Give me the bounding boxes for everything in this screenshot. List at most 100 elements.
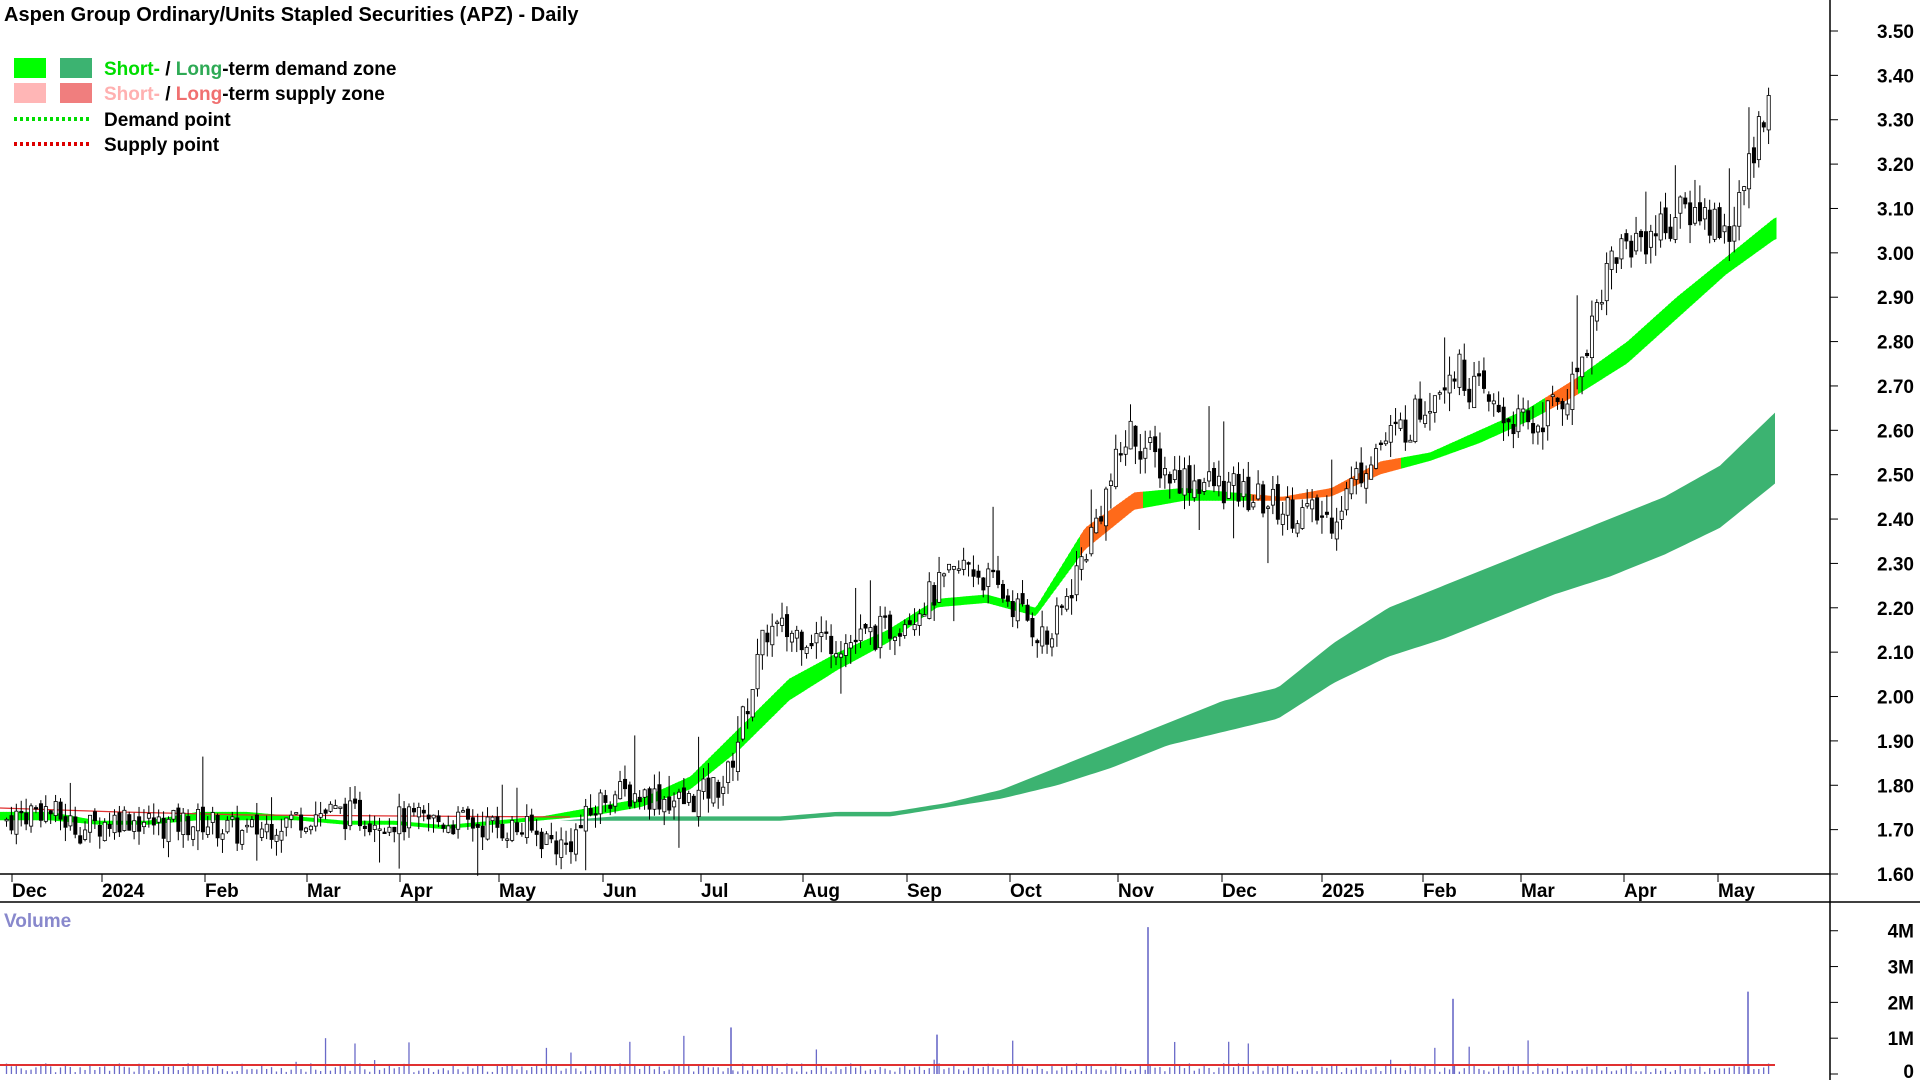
short-term-zone-segment	[51, 812, 55, 821]
candle-body	[677, 791, 682, 799]
candle-body	[1030, 618, 1035, 638]
candle-body	[544, 833, 549, 845]
month-label: Dec	[1222, 881, 1257, 902]
short-term-zone-segment	[1065, 555, 1069, 577]
short-term-zone-segment	[1731, 250, 1735, 271]
svg-text:Short- / Long-term supply zone: Short- / Long-term supply zone	[104, 84, 385, 105]
candle-body	[1054, 605, 1059, 635]
candle-body	[951, 566, 956, 570]
candle-body	[446, 825, 451, 833]
short-term-zone-segment	[1128, 494, 1132, 515]
candle-body	[88, 814, 93, 833]
candle-body	[1403, 419, 1408, 443]
legend-supply-short-word: Short-	[104, 84, 160, 105]
candle-body	[1310, 499, 1315, 510]
short-term-zone-segment	[1599, 359, 1603, 381]
short-term-zone-segment	[1767, 221, 1771, 245]
short-term-zone-segment	[1323, 488, 1327, 498]
short-term-zone-segment	[990, 595, 994, 605]
short-term-zone-segment	[1602, 357, 1606, 380]
candle-body	[1192, 480, 1197, 499]
short-term-zone-segment	[948, 597, 952, 607]
candle-body	[367, 823, 372, 833]
short-term-zone-segment	[1392, 458, 1396, 472]
candle-body	[1624, 233, 1629, 242]
short-term-zone-segment	[561, 812, 565, 819]
short-term-zone-segment	[1056, 569, 1060, 589]
candle-body	[1761, 122, 1766, 128]
candle-body	[1428, 411, 1433, 414]
candle-body	[181, 812, 186, 835]
candle-body	[1742, 186, 1747, 192]
short-term-zone-segment	[822, 659, 826, 680]
candle-body	[1383, 440, 1388, 445]
candle-body	[524, 816, 529, 839]
candle-body	[205, 826, 210, 835]
short-term-zone-segment	[1173, 488, 1177, 503]
candle-body	[721, 786, 726, 794]
candle-body	[1462, 359, 1467, 391]
candle-body	[799, 631, 804, 651]
short-term-zone-segment	[1479, 429, 1483, 444]
short-term-zone-segment	[1404, 456, 1408, 468]
candle-body	[451, 824, 456, 835]
short-term-zone-segment	[1386, 459, 1390, 473]
candle-body	[1467, 388, 1472, 403]
short-term-zone-segment	[327, 819, 331, 824]
short-term-zone-segment	[1536, 401, 1540, 417]
candle-body	[377, 828, 382, 831]
candle-body	[1079, 556, 1084, 570]
short-term-zone-segment	[1482, 427, 1486, 442]
candle-body	[789, 632, 794, 643]
candle-body	[937, 572, 942, 603]
short-term-zone-segment	[693, 770, 697, 787]
volume-tick-label: 3M	[1888, 958, 1914, 979]
short-term-zone-segment	[240, 811, 244, 821]
short-term-zone-segment	[1638, 329, 1642, 354]
candle-body	[1094, 517, 1099, 534]
candle-body	[986, 568, 991, 587]
candle-body	[1133, 425, 1138, 447]
short-term-zone-segment	[1710, 267, 1714, 289]
candle-body	[1089, 526, 1094, 555]
short-term-zone-segment	[1752, 233, 1756, 256]
short-term-zone-segment	[1473, 431, 1477, 446]
short-term-zone-segment	[972, 595, 976, 605]
moving-average-line	[0, 807, 571, 818]
price-tick-label: 3.10	[1877, 199, 1914, 220]
candle-body	[441, 824, 446, 829]
short-term-zone-segment	[1635, 331, 1639, 357]
legend-short-demand-swatch	[14, 58, 46, 78]
candle-body	[902, 624, 907, 636]
candle-body	[1668, 226, 1673, 239]
candle-body	[1182, 468, 1187, 496]
candle-body	[48, 810, 53, 815]
short-term-zone-segment	[1209, 490, 1213, 501]
price-tick-label: 2.40	[1877, 510, 1914, 531]
candle-body	[848, 642, 853, 649]
candle-body	[1697, 202, 1702, 222]
short-term-zone-segment	[1698, 277, 1702, 300]
short-term-zone-segment	[1428, 451, 1432, 462]
candle-body	[250, 819, 255, 828]
short-term-zone-segment	[1617, 346, 1621, 370]
short-term-zone-segment	[1008, 600, 1012, 610]
short-term-zone-segment	[375, 820, 379, 825]
candle-body	[343, 803, 348, 830]
price-tick-label: 2.80	[1877, 333, 1914, 354]
candle-body	[1290, 499, 1295, 529]
short-term-zone-segment	[387, 820, 391, 825]
candle-body	[794, 629, 799, 639]
candle-body	[1722, 225, 1727, 233]
short-term-zone-segment	[1680, 291, 1684, 316]
candle-body	[225, 819, 230, 833]
short-term-zone-segment	[1395, 458, 1399, 471]
short-term-zone-segment	[1032, 606, 1036, 617]
candle-body	[922, 614, 927, 617]
short-term-zone-segment	[1125, 496, 1129, 517]
candle-body	[1437, 392, 1442, 395]
short-term-zone-segment	[714, 749, 718, 770]
candle-body	[1737, 192, 1742, 227]
short-term-zone-segment	[999, 597, 1003, 608]
candle-body	[254, 814, 259, 835]
